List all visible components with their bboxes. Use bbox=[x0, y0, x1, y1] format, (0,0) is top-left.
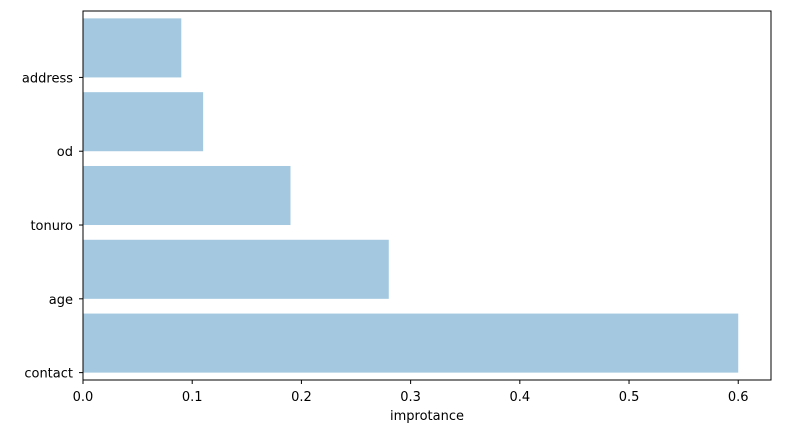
bar-tonuro bbox=[83, 165, 291, 226]
bar-age bbox=[83, 239, 389, 299]
x-tick-label: 0.6 bbox=[728, 390, 749, 405]
x-tick-label: 0.0 bbox=[73, 390, 94, 405]
bars-group bbox=[83, 18, 739, 373]
bar-od bbox=[83, 92, 204, 152]
bar-address bbox=[83, 18, 182, 78]
x-tick-label: 0.3 bbox=[400, 390, 421, 405]
y-tick-label: address bbox=[22, 71, 73, 86]
x-tick-label: 0.5 bbox=[619, 390, 640, 405]
plot-frame bbox=[82, 10, 772, 381]
y-tick-label: tonuro bbox=[30, 219, 73, 234]
y-axis-ticks: contact age tonuro od address bbox=[22, 71, 83, 382]
bar-contact bbox=[83, 313, 739, 373]
x-tick-label: 0.4 bbox=[509, 390, 530, 405]
x-axis-title: improtance bbox=[390, 409, 464, 424]
x-tick-label: 0.2 bbox=[291, 390, 312, 405]
y-tick-label: age bbox=[49, 293, 73, 308]
y-tick-label: contact bbox=[24, 367, 73, 382]
x-axis-ticks: 0.0 0.1 0.2 0.3 0.4 0.5 0.6 bbox=[73, 380, 749, 405]
x-tick-label: 0.1 bbox=[182, 390, 203, 405]
y-tick-label: od bbox=[57, 145, 73, 160]
